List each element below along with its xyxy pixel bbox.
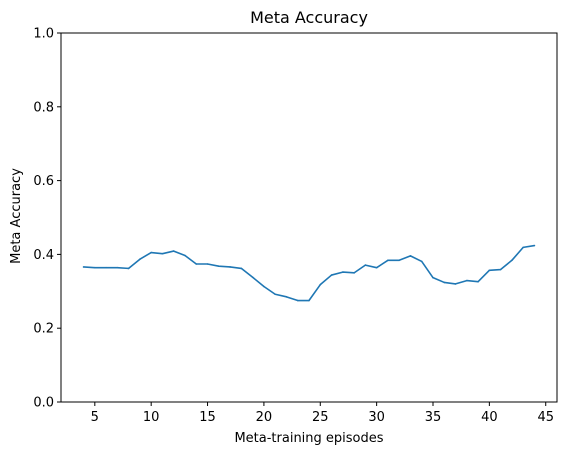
data-point: [195, 263, 198, 265]
x-tick-label: 20: [256, 410, 273, 425]
x-tick-label: 25: [312, 410, 329, 425]
data-point: [105, 266, 107, 269]
data-point: [432, 276, 434, 279]
data-point: [454, 283, 457, 285]
data-point: [229, 266, 231, 268]
data-point: [398, 259, 400, 262]
y-axis-ticks: 0.0 0.2 0.4 0.6 0.8 1.0: [33, 27, 61, 411]
x-tick-label: 35: [425, 410, 442, 425]
plot-area-frame: [60, 32, 558, 403]
data-point: [342, 271, 344, 273]
x-tick-label: 30: [368, 410, 385, 425]
series-layer: [82, 244, 536, 302]
series-line: [83, 244, 535, 302]
x-tick-label: 15: [199, 410, 216, 425]
data-point: [522, 246, 524, 249]
data-point: [511, 259, 513, 262]
data-point: [420, 260, 423, 263]
data-point: [364, 264, 367, 266]
data-point: [127, 267, 130, 270]
data-point: [82, 266, 85, 268]
x-tick-label: 5: [91, 410, 99, 425]
y-tick-label: 1.0: [33, 27, 54, 42]
data-point: [206, 263, 209, 265]
x-axis-ticks: 5 10 15 20 25 30 35 40 45: [91, 402, 554, 425]
data-point: [218, 265, 220, 268]
x-tick-label: 40: [481, 410, 498, 425]
data-point: [184, 254, 186, 257]
data-point: [488, 269, 491, 272]
chart-title: Meta Accuracy: [250, 8, 368, 27]
y-axis-label: Meta Accuracy: [9, 168, 24, 264]
data-point: [274, 293, 276, 296]
data-point: [319, 283, 322, 286]
y-tick-label: 0.6: [33, 174, 54, 189]
y-tick-label: 0.0: [33, 396, 54, 411]
data-point: [285, 296, 288, 298]
data-point: [466, 279, 468, 282]
data-point: [533, 244, 536, 247]
data-point: [94, 266, 96, 269]
data-point: [240, 267, 243, 270]
data-point: [296, 299, 299, 302]
data-point: [150, 251, 152, 254]
x-tick-label: 45: [537, 410, 554, 425]
data-point: [139, 258, 141, 260]
data-point: [251, 276, 254, 279]
data-point: [477, 280, 479, 283]
x-tick-label: 10: [143, 410, 160, 425]
data-point: [375, 266, 378, 269]
data-point: [308, 299, 310, 302]
y-tick-label: 0.4: [33, 248, 54, 263]
x-axis-label: Meta-training episodes: [234, 431, 383, 446]
y-tick-label: 0.2: [33, 322, 54, 337]
data-point: [330, 274, 333, 276]
data-point: [353, 272, 355, 274]
y-tick-label: 0.8: [33, 100, 54, 115]
data-point: [499, 268, 502, 271]
data-point: [161, 252, 164, 255]
data-point: [443, 281, 446, 284]
data-point: [409, 255, 412, 257]
data-point: [387, 259, 389, 262]
data-point: [263, 285, 265, 288]
data-point: [172, 250, 175, 252]
data-point: [116, 266, 119, 269]
